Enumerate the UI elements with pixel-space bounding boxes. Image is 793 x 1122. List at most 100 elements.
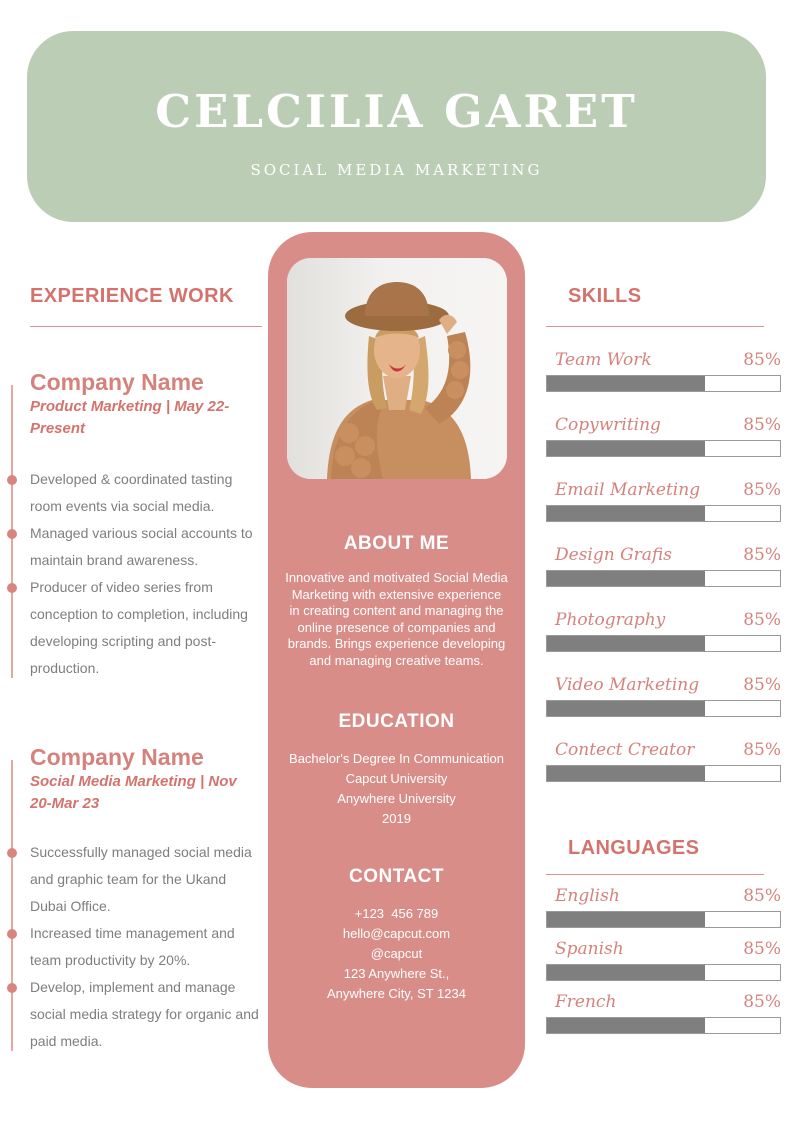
experience-divider bbox=[30, 326, 262, 327]
language-bar bbox=[546, 964, 781, 981]
bullet-text: Managed various social accounts to maint… bbox=[30, 525, 253, 568]
languages-section: LANGUAGES English 85% Spanish 85% French… bbox=[546, 836, 781, 1034]
job-bullet: Developed & coordinated tasting room eve… bbox=[7, 466, 262, 520]
skill-bar bbox=[546, 635, 781, 652]
company-name: Company Name bbox=[30, 369, 204, 395]
skills-divider bbox=[546, 326, 764, 327]
language-label: Spanish bbox=[555, 939, 624, 959]
skill-label: Email Marketing bbox=[555, 480, 701, 500]
bobble bbox=[350, 458, 371, 478]
skills-section: SKILLS Team Work 85% Copywriting 85% Ema… bbox=[546, 284, 781, 782]
contact-phone: +123 456 789 bbox=[354, 905, 439, 921]
skill-bar bbox=[546, 440, 781, 457]
profile-panel: ABOUT ME Innovative and motivated Social… bbox=[268, 232, 525, 1088]
languages-divider bbox=[546, 874, 764, 875]
skill-bar-fill bbox=[547, 766, 706, 781]
education-line: Capcut University bbox=[345, 770, 448, 786]
experience-section: EXPERIENCE WORK Company Name Product Mar… bbox=[7, 284, 262, 1055]
skills-heading: SKILLS bbox=[568, 285, 642, 307]
language-percent: 85% bbox=[743, 886, 781, 906]
bobble bbox=[445, 381, 464, 399]
bullet-text: Successfully managed social media and gr… bbox=[30, 844, 252, 914]
neck bbox=[382, 376, 411, 410]
face bbox=[373, 322, 420, 378]
job-bullets: Successfully managed social media and gr… bbox=[7, 839, 262, 1055]
bullet-dot bbox=[7, 929, 17, 939]
skill-bar-fill bbox=[547, 701, 706, 716]
job-bullet: Managed various social accounts to maint… bbox=[7, 520, 262, 574]
skill-percent: 85% bbox=[743, 545, 781, 565]
language-item: Spanish 85% bbox=[546, 939, 781, 981]
bullet-text: Develop, implement and manage social med… bbox=[30, 979, 259, 1049]
language-bar-fill bbox=[547, 1018, 706, 1033]
job-bullet: Producer of video series from conception… bbox=[7, 574, 262, 682]
about-heading: ABOUT ME bbox=[343, 533, 450, 554]
company-name: Company Name bbox=[30, 744, 204, 770]
job-entry-1: Company Name Product Marketing | May 22-… bbox=[7, 369, 262, 682]
contact-address-line2: Anywhere City, ST 1234 bbox=[327, 985, 466, 1001]
skill-bar bbox=[546, 570, 781, 587]
job-entry-2: Company Name Social Media Marketing | No… bbox=[7, 744, 262, 1055]
timeline-line bbox=[11, 760, 13, 1051]
hand bbox=[438, 314, 457, 334]
skill-label: Video Marketing bbox=[555, 675, 700, 695]
language-item: English 85% bbox=[546, 886, 781, 928]
skill-bar bbox=[546, 375, 781, 392]
language-bar bbox=[546, 1017, 781, 1034]
bobble bbox=[447, 341, 466, 359]
bobble bbox=[354, 436, 375, 456]
job-bullets: Developed & coordinated tasting room eve… bbox=[7, 466, 262, 682]
bullet-text: Developed & coordinated tasting room eve… bbox=[30, 471, 233, 514]
skill-item: Copywriting 85% bbox=[546, 415, 781, 457]
skill-label: Copywriting bbox=[555, 415, 661, 435]
contact-email: hello@capcut.com bbox=[342, 925, 451, 941]
education-details: Bachelor's Degree In Communication Capcu… bbox=[268, 749, 525, 829]
skill-label: Photography bbox=[555, 610, 666, 630]
job-bullet: Increased time management and team produ… bbox=[7, 920, 262, 974]
bobble bbox=[334, 446, 355, 466]
hat-crown bbox=[364, 282, 429, 316]
skill-item: Design Grafis 85% bbox=[546, 545, 781, 587]
education-heading: EDUCATION bbox=[338, 710, 455, 732]
bullet-text: Increased time management and team produ… bbox=[30, 925, 235, 968]
language-bar-fill bbox=[547, 912, 706, 927]
skill-bar-fill bbox=[547, 636, 706, 651]
skill-bar-fill bbox=[547, 571, 706, 586]
bullet-dot bbox=[7, 983, 17, 993]
education-line: 2019 bbox=[382, 810, 411, 826]
name-title: CELCILIA GARET bbox=[155, 85, 638, 138]
about-text: Innovative and motivated Social Media Ma… bbox=[285, 570, 508, 668]
language-item: French 85% bbox=[546, 992, 781, 1034]
skill-item: Video Marketing 85% bbox=[546, 675, 781, 717]
profile-photo bbox=[286, 258, 507, 479]
skill-percent: 85% bbox=[743, 610, 781, 630]
header-banner: CELCILIA GARET SOCIAL MEDIA MARKETING bbox=[27, 31, 766, 222]
skill-label: Contect Creator bbox=[555, 740, 695, 760]
bullet-text: Producer of video series from conception… bbox=[30, 579, 248, 676]
skill-percent: 85% bbox=[743, 415, 781, 435]
skill-percent: 85% bbox=[743, 480, 781, 500]
job-meta: Product Marketing | May 22-Present bbox=[30, 398, 230, 437]
skill-bar-fill bbox=[547, 376, 706, 391]
language-label: French bbox=[555, 992, 617, 1012]
contact-details: +123 456 789 hello@capcut.com @capcut 12… bbox=[268, 904, 525, 1004]
skill-percent: 85% bbox=[743, 675, 781, 695]
bullet-dot bbox=[7, 529, 17, 539]
skill-bar-fill bbox=[547, 506, 706, 521]
bullet-dot bbox=[7, 848, 17, 858]
contact-address-line1: 123 Anywhere St., bbox=[343, 965, 450, 981]
skill-label: Team Work bbox=[555, 350, 652, 370]
skill-item: Contect Creator 85% bbox=[546, 740, 781, 782]
bobble bbox=[450, 361, 469, 379]
language-percent: 85% bbox=[743, 939, 781, 959]
education-line: Anywhere University bbox=[337, 790, 456, 806]
experience-heading: EXPERIENCE WORK bbox=[30, 285, 234, 307]
contact-handle: @capcut bbox=[370, 945, 423, 961]
bullet-dot bbox=[7, 583, 17, 593]
skill-item: Photography 85% bbox=[546, 610, 781, 652]
header-subtitle: SOCIAL MEDIA MARKETING bbox=[250, 160, 543, 179]
portrait-photo-illustration bbox=[286, 258, 507, 479]
skill-bar-fill bbox=[547, 441, 706, 456]
skill-bar bbox=[546, 505, 781, 522]
